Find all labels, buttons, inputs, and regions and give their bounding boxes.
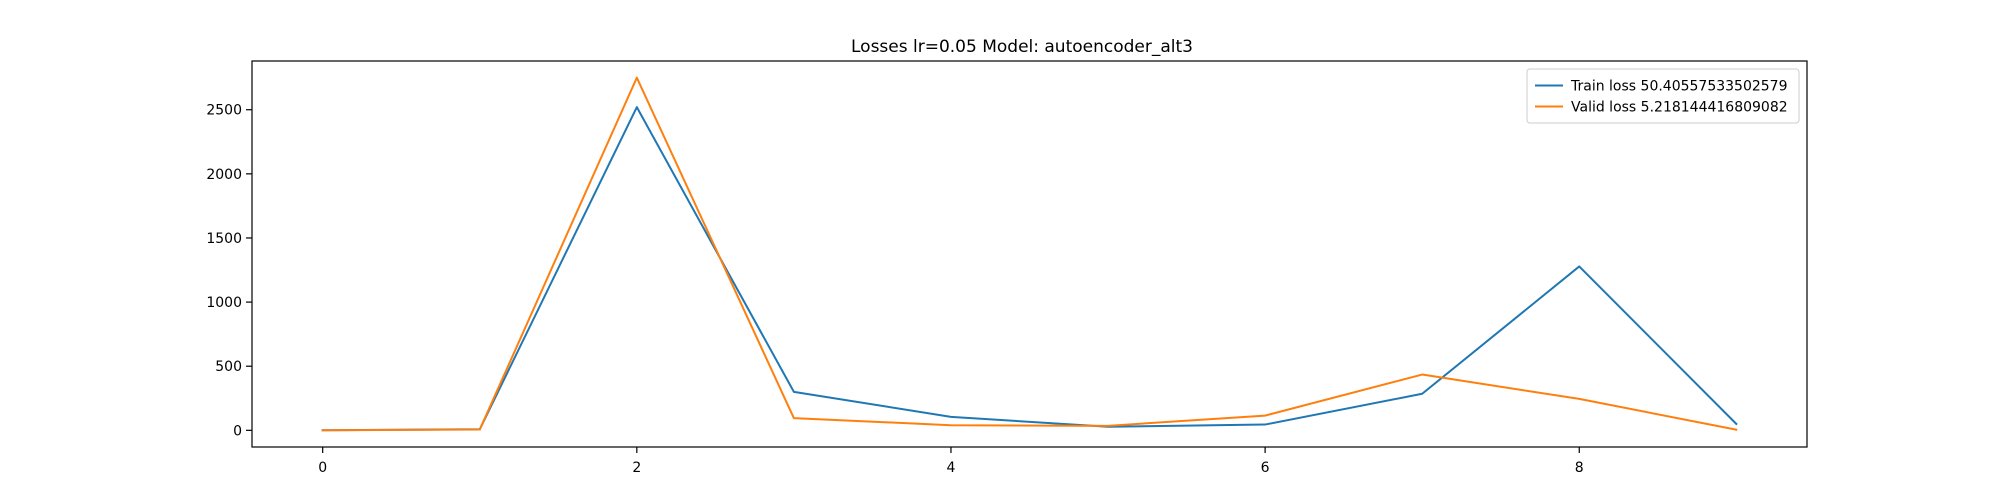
x-tick-label: 0 [318, 460, 327, 476]
legend-box [1526, 68, 1800, 124]
chart-title: Losses lr=0.05 Model: autoencoder_alt3 [851, 37, 1193, 57]
y-tick-label: 0 [233, 423, 242, 439]
y-tick-label: 1000 [206, 295, 242, 311]
x-tick-label: 8 [1575, 460, 1584, 476]
legend-label-1: Train loss 50.40557533502579 [1570, 79, 1788, 95]
plot-frame [251, 60, 1808, 448]
x-tick-label: 6 [1261, 460, 1270, 476]
y-tick-label: 2500 [206, 103, 242, 119]
y-tick-label: 1500 [206, 231, 242, 247]
x-tick-label: 4 [947, 460, 956, 476]
x-tick-label: 2 [632, 460, 641, 476]
legend-label-2: Valid loss 5.218144416809082 [1571, 100, 1788, 116]
y-tick-label: 2000 [206, 167, 242, 183]
series-line-2 [321, 76, 1738, 432]
y-tick-label: 500 [215, 359, 242, 375]
series-line-1 [321, 106, 1738, 432]
